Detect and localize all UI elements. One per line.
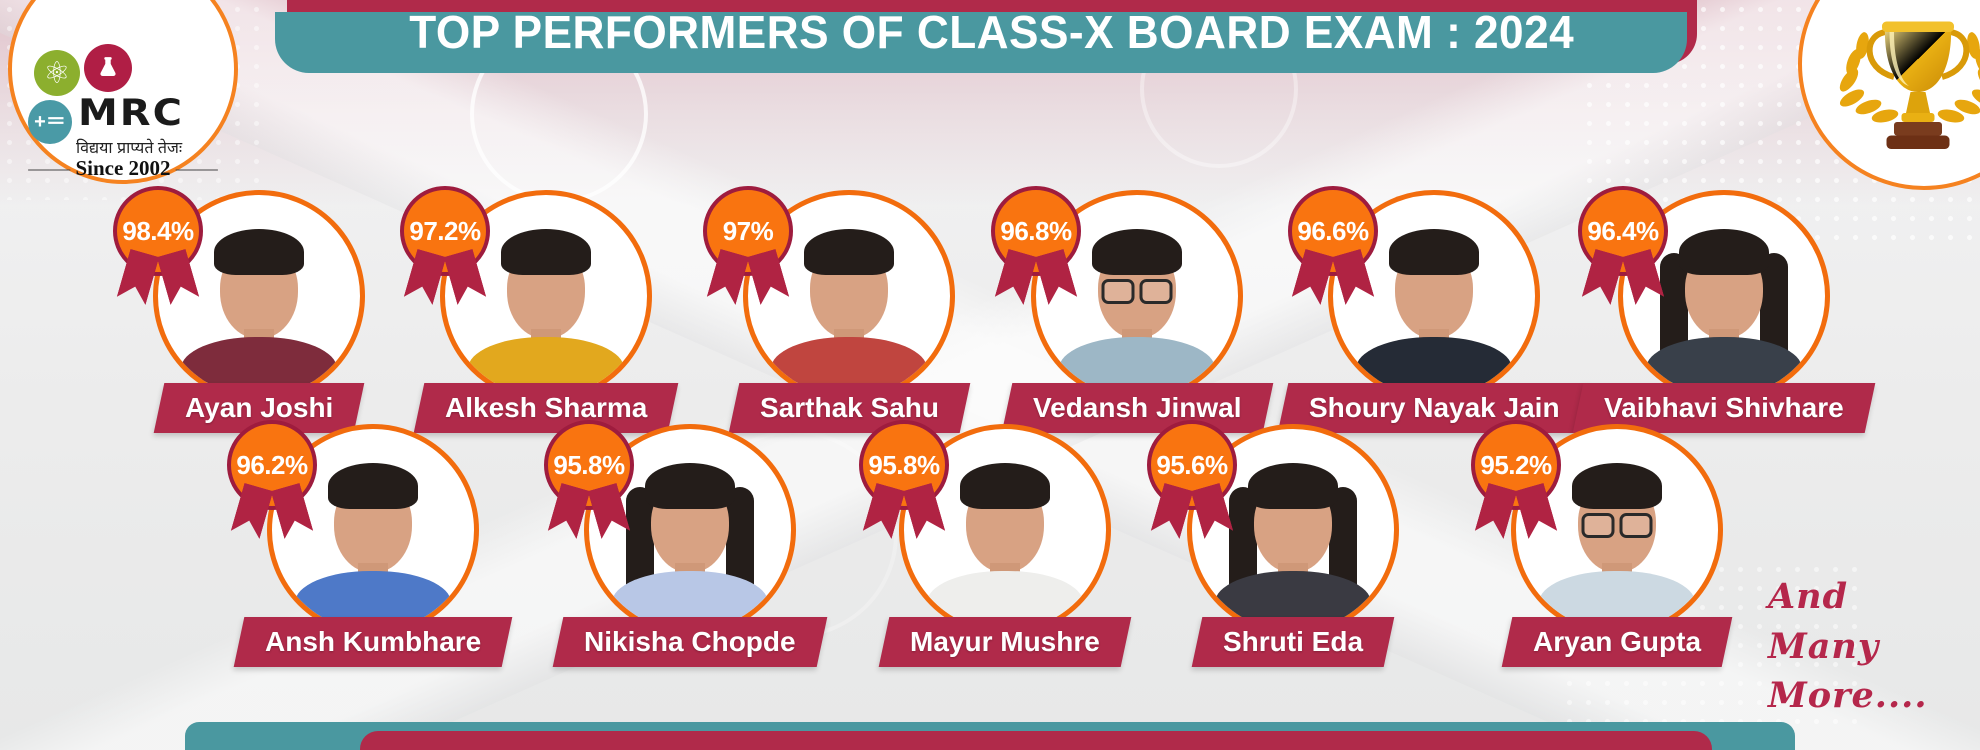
student-name: Ayan Joshi — [184, 392, 334, 423]
student-name: Sarthak Sahu — [759, 392, 939, 423]
score-value: 95.8% — [868, 449, 940, 480]
student-card: 97% Sarthak Sahu — [703, 186, 989, 433]
page-title: TOP PERFORMERS OF CLASS-X BOARD EXAM : 2… — [409, 6, 1575, 58]
student-name-plate: Shruti Eda — [1191, 617, 1395, 667]
student-name: Vaibhavi Shivhare — [1604, 392, 1844, 423]
score-badge: 97.2% — [400, 186, 490, 276]
score-badge: 95.2% — [1471, 420, 1561, 510]
score-value: 95.8% — [553, 449, 625, 480]
student-name-plate: Mayur Mushre — [878, 617, 1132, 667]
header-banner: TOP PERFORMERS OF CLASS-X BOARD EXAM : 2… — [275, 0, 1697, 73]
score-badge: 96.4% — [1578, 186, 1668, 276]
score-value: 98.4% — [122, 215, 194, 246]
avatar — [904, 429, 1106, 631]
score-value: 96.4% — [1587, 215, 1659, 246]
avatar-hair — [1389, 229, 1479, 275]
score-badge: 95.8% — [859, 420, 949, 510]
score-badge: 98.4% — [113, 186, 203, 276]
student-name: Vedansh Jinwal — [1032, 392, 1242, 423]
more-note-line: Many — [1768, 625, 1880, 667]
atom-icon: ⚛ — [34, 50, 80, 96]
trophy-icon — [1839, 21, 1980, 149]
avatar-hair — [1248, 463, 1338, 509]
score-badge: 96.8% — [991, 186, 1081, 276]
glasses-icon — [1101, 279, 1173, 304]
score-value: 95.2% — [1480, 449, 1552, 480]
score-badge: 97% — [703, 186, 793, 276]
bottom-crimson-bar — [360, 731, 1712, 750]
more-note-line: And — [1768, 576, 1849, 617]
score-badge: 96.6% — [1288, 186, 1378, 276]
avatar-hair — [1572, 463, 1662, 509]
student-card: 96.2% Ansh Kumbhare — [227, 420, 513, 667]
student-card: 95.8% Mayur Mushre — [859, 420, 1145, 667]
student-name: Shruti Eda — [1222, 626, 1363, 657]
avatar — [1623, 195, 1825, 397]
student-name-plate: Nikisha Chopde — [552, 617, 828, 667]
logo-wordmark: MRC — [78, 91, 184, 135]
score-value: 96.8% — [1000, 215, 1072, 246]
score-value: 95.6% — [1156, 449, 1228, 480]
score-badge: 96.2% — [227, 420, 317, 510]
avatar-hair — [1092, 229, 1182, 275]
student-name-plate: Aryan Gupta — [1501, 617, 1733, 667]
avatar-hair — [645, 463, 735, 509]
student-card: 95.2% Aryan Gupta — [1471, 420, 1757, 667]
student-card: 95.6% Shruti Eda — [1147, 420, 1433, 667]
student-card: 98.4% Ayan Joshi — [113, 186, 399, 433]
flask-icon — [84, 44, 132, 92]
score-badge: 95.8% — [544, 420, 634, 510]
score-value: 97% — [722, 215, 774, 246]
score-value: 96.6% — [1297, 215, 1369, 246]
avatar-hair — [960, 463, 1050, 509]
student-card: 96.4% Vaibhavi Shivhare — [1572, 186, 1876, 433]
avatar-hair — [804, 229, 894, 275]
avatar-hair — [1679, 229, 1769, 275]
avatar-hair — [328, 463, 418, 509]
student-name: Mayur Mushre — [910, 626, 1100, 657]
avatar-hair — [501, 229, 591, 275]
student-name-plate: Ansh Kumbhare — [233, 617, 513, 667]
student-name: Ansh Kumbhare — [264, 626, 482, 657]
score-value: 97.2% — [409, 215, 481, 246]
logo-tagline: विद्यया प्राप्यते तेजः — [76, 140, 183, 157]
score-badge: 95.6% — [1147, 420, 1237, 510]
student-name: Aryan Gupta — [1532, 626, 1702, 657]
institute-logo: ⚛ +＝ MRC विद्यया प्राप्यते तेजः —— Since… — [8, 0, 238, 184]
glasses-icon — [1581, 513, 1653, 538]
student-card: 96.6% Shoury Nayak Jain — [1277, 186, 1591, 433]
more-note: And Many More.... — [1768, 572, 1928, 721]
student-card: 95.8% Nikisha Chopde — [544, 420, 830, 667]
student-photo — [584, 424, 796, 636]
math-icon: +＝ — [28, 100, 72, 144]
student-card: 97.2% Alkesh Sharma — [400, 186, 686, 433]
student-name: Alkesh Sharma — [444, 392, 648, 423]
logo-since: —— Since 2002 —— — [28, 156, 218, 180]
avatar-hair — [214, 229, 304, 275]
student-name: Nikisha Chopde — [584, 626, 796, 657]
student-name: Shoury Nayak Jain — [1308, 392, 1560, 423]
score-value: 96.2% — [236, 449, 308, 480]
student-card: 96.8% Vedansh Jinwal — [991, 186, 1277, 433]
more-note-line: More.... — [1768, 675, 1928, 717]
